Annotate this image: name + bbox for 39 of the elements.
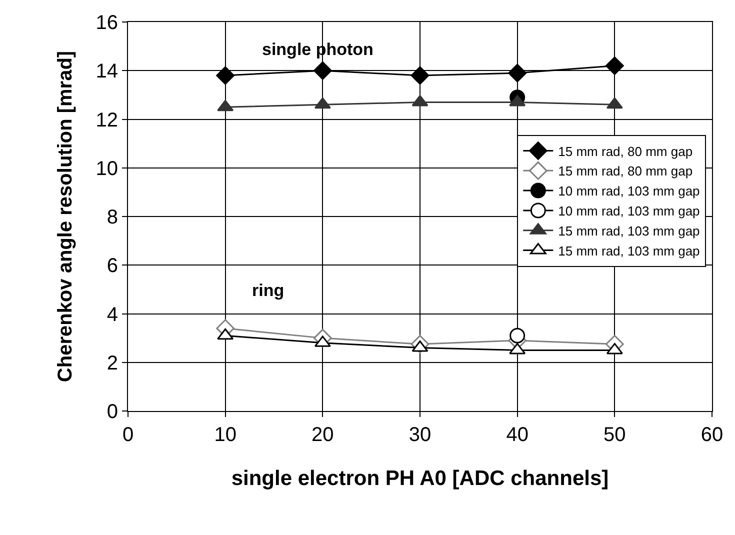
point — [313, 61, 332, 80]
y-tick-label: 8 — [106, 206, 118, 228]
legend-label: 15 mm rad, 80 mm gap — [558, 164, 693, 179]
legend-label: 15 mm rad, 103 mm gap — [558, 223, 700, 238]
y-tick-label: 14 — [96, 60, 118, 83]
x-tick-label: 40 — [506, 424, 528, 446]
point — [508, 64, 527, 82]
point — [412, 94, 428, 106]
x-tick-label: 0 — [122, 424, 134, 446]
legend-label: 10 mm rad, 103 mm gap — [558, 184, 700, 199]
point — [510, 328, 526, 344]
x-tick-label: 10 — [214, 424, 236, 446]
point — [314, 97, 331, 109]
x-tick-label: 30 — [408, 424, 432, 446]
y-tick-label: 6 — [106, 255, 118, 278]
y-tick-label: 16 — [96, 12, 118, 34]
point — [606, 97, 623, 109]
y-tick-label: 2 — [106, 352, 118, 374]
legend-label: 10 mm rad, 103 mm gap — [558, 204, 700, 219]
y-tick-label: 10 — [96, 158, 118, 180]
legend-label: 15 mm rad, 103 mm gap — [558, 243, 700, 258]
point — [509, 342, 526, 354]
annotation: ring — [252, 281, 284, 300]
x-tick-label: 20 — [312, 424, 334, 446]
point — [410, 66, 430, 85]
y-tick-label: 12 — [96, 109, 118, 132]
point — [216, 66, 235, 85]
y-tick-label: 4 — [106, 304, 118, 326]
y-axis-title: Cherenkov angle resolution [mrad] — [54, 50, 76, 382]
x-tick-label: 60 — [700, 424, 724, 446]
y-tick-label: 0 — [106, 401, 118, 423]
point — [605, 56, 624, 75]
point — [606, 342, 623, 354]
point — [217, 100, 234, 112]
x-axis-title: single electron PH A0 [ADC channels] — [231, 467, 609, 490]
legend-label: 15 mm rad, 80 mm gap — [558, 144, 693, 159]
point — [217, 328, 234, 340]
x-tick-label: 50 — [604, 424, 626, 446]
point — [509, 94, 526, 106]
